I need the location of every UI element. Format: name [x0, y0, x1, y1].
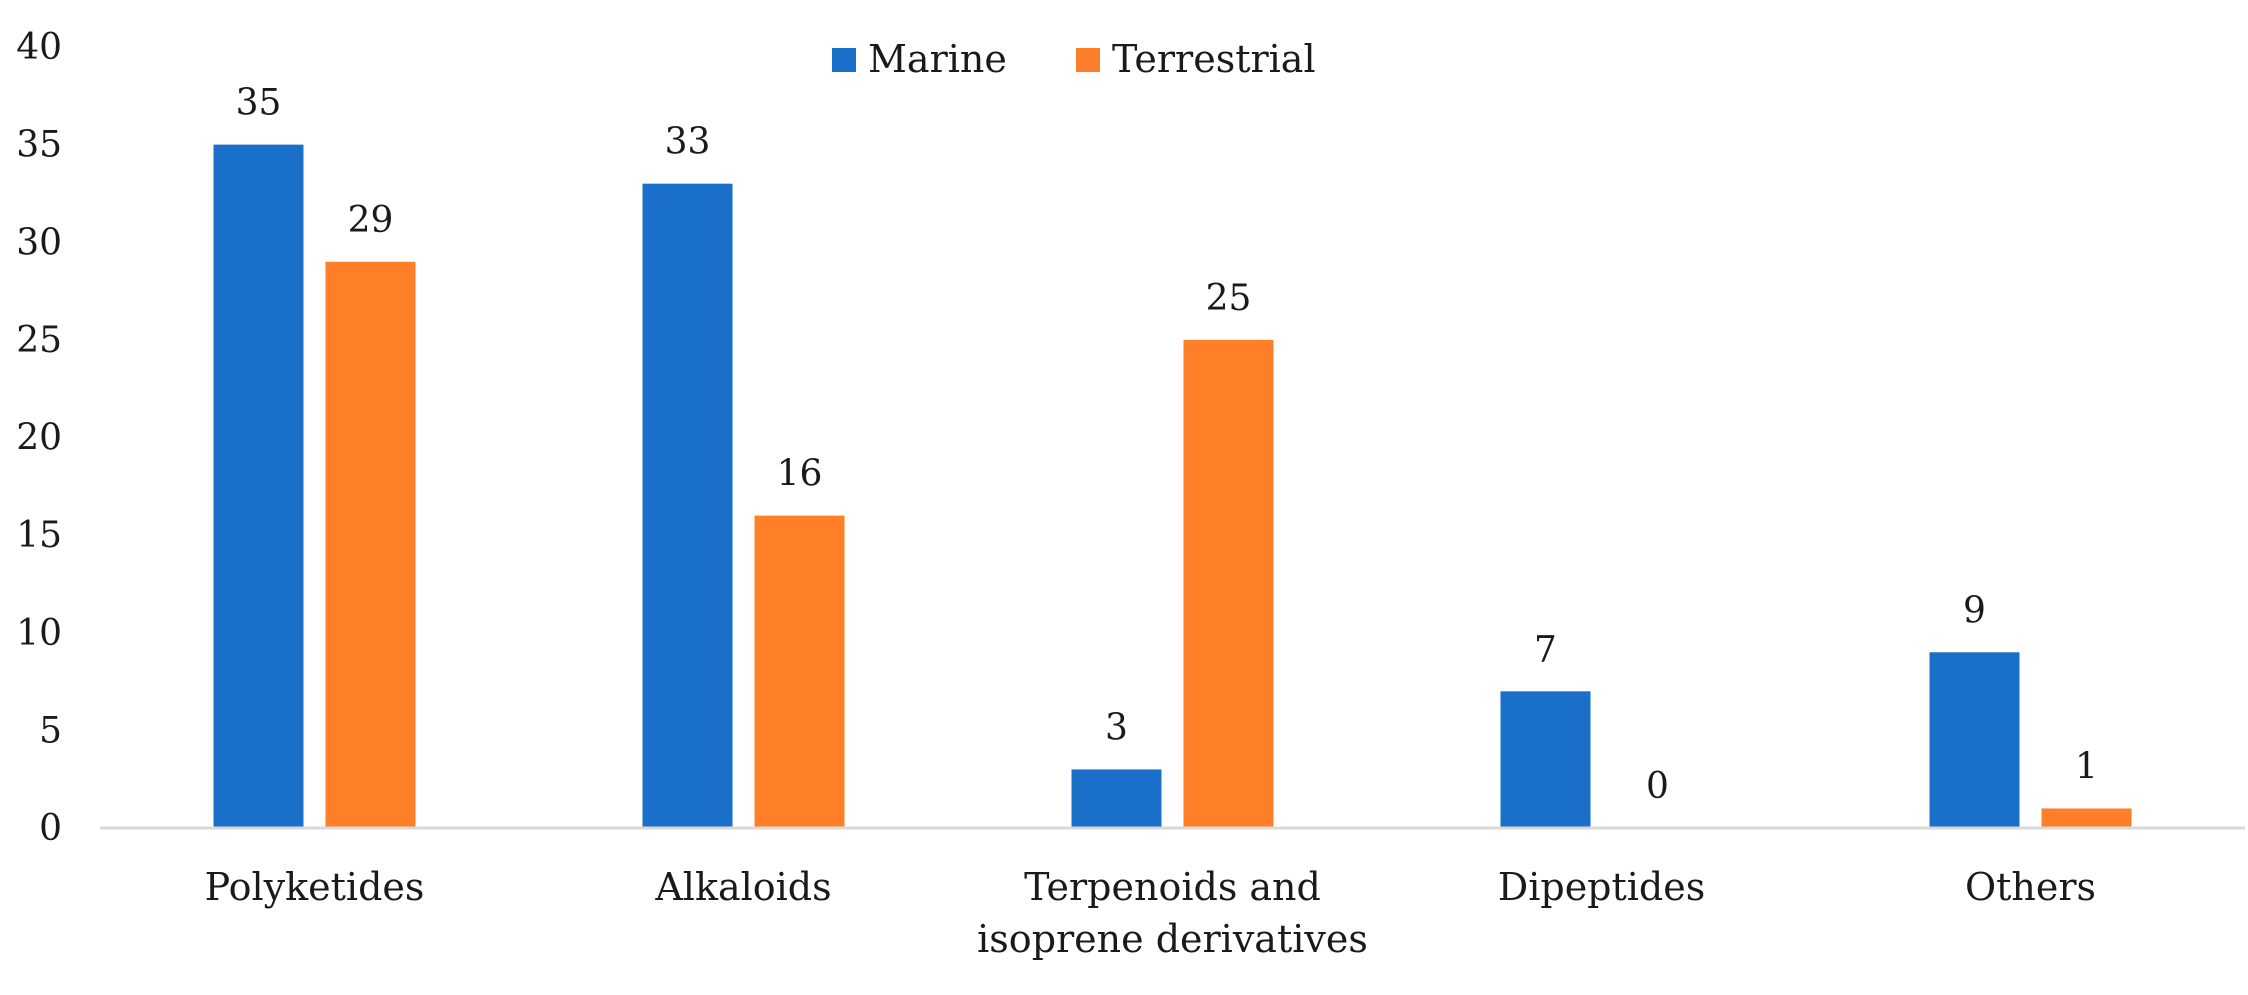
x-category-label: Terpenoids and isoprene derivatives	[977, 865, 1368, 961]
x-category-label-line: Polyketides	[205, 865, 425, 909]
data-label-terrestrial-1: 16	[777, 454, 823, 495]
y-tick-label: 40	[16, 27, 62, 68]
bar-terrestrial-1	[754, 515, 845, 828]
bar-marine-1	[642, 183, 733, 829]
data-label-marine-2: 3	[1105, 707, 1128, 748]
bar-marine-4	[1929, 652, 2020, 828]
data-labels-layer: 35 29 33 16 3 25 7 0 9 1	[236, 83, 2098, 807]
x-category-label-line: Alkaloids	[654, 865, 831, 909]
bar-terrestrial-2	[1183, 339, 1274, 828]
y-tick-label: 10	[16, 613, 62, 654]
legend-swatch-marine	[832, 48, 856, 72]
x-category-label-line: Dipeptides	[1498, 865, 1706, 909]
legend-swatch-terrestrial	[1076, 48, 1100, 72]
bar-marine-3	[1500, 691, 1591, 828]
y-tick-label: 0	[39, 808, 62, 849]
data-label-terrestrial-3: 0	[1646, 766, 1669, 807]
legend: Marine Terrestrial	[832, 37, 1316, 81]
x-category-label: Alkaloids	[654, 865, 831, 909]
y-tick-label: 35	[16, 125, 62, 166]
bar-terrestrial-0	[325, 261, 416, 828]
bar-marine-2	[1071, 769, 1162, 828]
data-label-marine-0: 35	[236, 83, 282, 124]
x-category-label-line: Others	[1965, 865, 2096, 909]
data-label-terrestrial-0: 29	[348, 200, 394, 241]
data-label-terrestrial-2: 25	[1206, 278, 1252, 319]
y-tick-label: 15	[16, 515, 62, 556]
x-category-label-line: isoprene derivatives	[977, 917, 1368, 961]
legend-label-terrestrial: Terrestrial	[1112, 37, 1316, 81]
data-label-marine-1: 33	[665, 122, 711, 163]
data-label-marine-4: 9	[1963, 590, 1986, 631]
y-tick-label: 25	[16, 320, 62, 361]
data-label-marine-3: 7	[1534, 629, 1557, 670]
bars-layer	[213, 144, 2132, 829]
legend-label-marine: Marine	[868, 37, 1007, 81]
x-category-label: Dipeptides	[1498, 865, 1706, 909]
y-tick-label: 30	[16, 222, 62, 263]
data-label-terrestrial-4: 1	[2075, 746, 2098, 787]
bar-terrestrial-4	[2041, 808, 2132, 828]
x-category-label: Others	[1965, 865, 2096, 909]
y-tick-label: 5	[39, 710, 62, 751]
y-tick-label: 20	[16, 418, 62, 459]
x-category-label: Polyketides	[205, 865, 425, 909]
x-axis: Polyketides Alkaloids Terpenoids and isopre…	[205, 865, 2096, 961]
bar-marine-0	[213, 144, 304, 828]
y-axis: 0 5 10 15 20 25 30 35 40	[16, 27, 62, 849]
x-category-label-line: Terpenoids and	[1024, 865, 1321, 909]
